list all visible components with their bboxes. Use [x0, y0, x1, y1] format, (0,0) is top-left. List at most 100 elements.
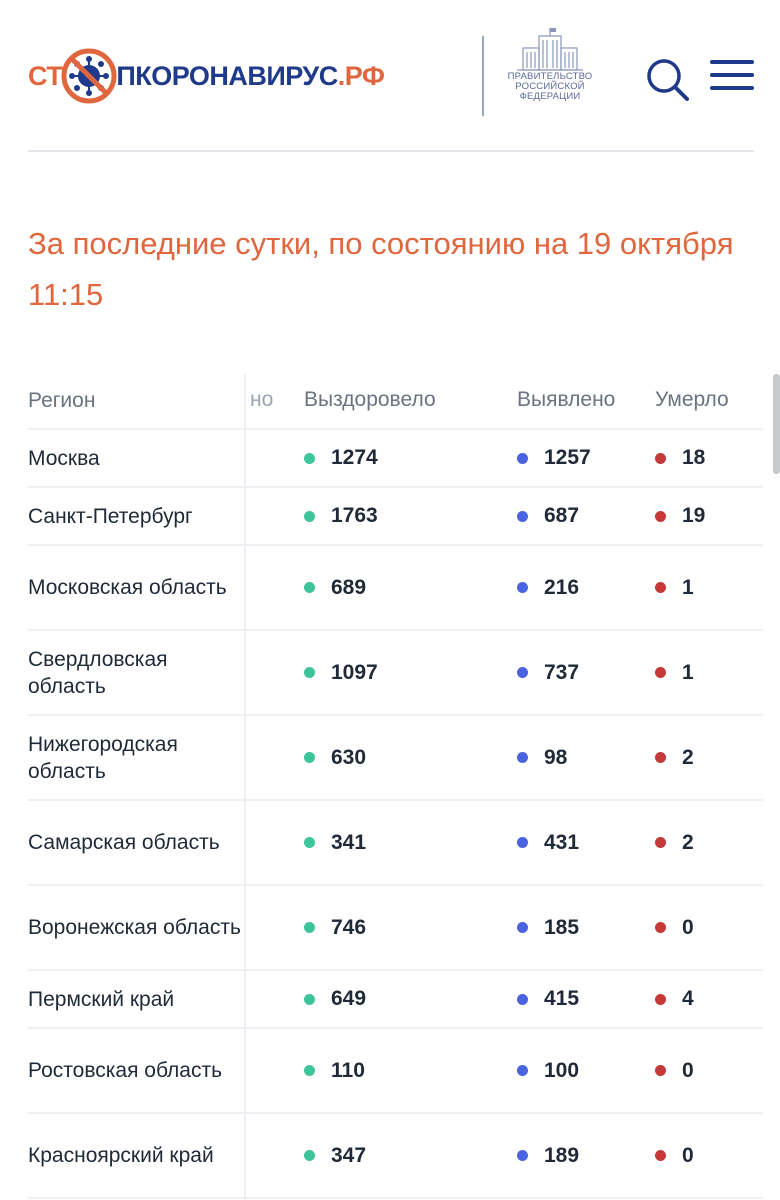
- header-hidden-column[interactable]: но: [250, 388, 274, 411]
- cell-died: 2: [655, 746, 755, 770]
- cell-recovered: 1274: [304, 446, 517, 470]
- table-header: Регион но Выздоровело Выявлено Умерло: [28, 372, 763, 430]
- gov-label-line3: ФЕДЕРАЦИИ: [519, 91, 581, 102]
- government-building-icon: [517, 28, 583, 71]
- detected-value: 216: [544, 575, 580, 599]
- table-row[interactable]: Красноярский край 347 189 0: [28, 1114, 763, 1199]
- cell-died: 19: [655, 504, 755, 528]
- cell-detected: 737: [517, 661, 655, 685]
- died-value: 0: [682, 1058, 694, 1082]
- table-row[interactable]: Нижегородская область 630 98 2: [28, 716, 763, 801]
- died-dot-icon: [655, 993, 666, 1005]
- detected-value: 189: [544, 1143, 580, 1167]
- search-button[interactable]: [644, 56, 690, 102]
- horizontal-scrollbar[interactable]: [773, 374, 780, 474]
- cell-detected: 185: [517, 916, 655, 940]
- died-dot-icon: [655, 510, 666, 522]
- cell-recovered: 341: [304, 831, 517, 855]
- gov-label-line2: РОССИЙСКОЙ: [515, 81, 585, 92]
- detected-value: 100: [544, 1058, 580, 1082]
- header-detected[interactable]: Выявлено: [517, 388, 616, 411]
- cell-died: 0: [655, 1144, 755, 1168]
- gov-label-line1: ПРАВИТЕЛЬСТВО: [507, 71, 593, 82]
- cell-detected: 687: [517, 504, 655, 528]
- cell-region: Ростовская область: [28, 1059, 223, 1082]
- recovered-dot-icon: [304, 993, 315, 1005]
- logo-text-part1: СТ: [28, 60, 63, 91]
- died-dot-icon: [655, 452, 666, 464]
- table-row[interactable]: Ростовская область 110 100 0: [28, 1029, 763, 1114]
- header-divider: [482, 36, 484, 116]
- table-row[interactable]: Санкт-Петербург 1763 687 19: [28, 488, 763, 546]
- cell-detected: 1257: [517, 446, 655, 470]
- died-value: 0: [682, 915, 694, 939]
- header-died[interactable]: Умерло: [655, 388, 729, 411]
- recovered-dot-icon: [304, 922, 315, 933]
- government-logo[interactable]: ПРАВИТЕЛЬСТВО РОССИЙСКОЙ ФЕДЕРАЦИИ: [500, 26, 600, 116]
- recovered-value: 110: [331, 1058, 365, 1082]
- detected-value: 185: [544, 915, 580, 939]
- table-row[interactable]: Москва 1274 1257 18: [28, 430, 763, 488]
- recovered-value: 341: [331, 830, 367, 854]
- cell-recovered: 1763: [304, 504, 517, 528]
- cell-detected: 216: [517, 576, 655, 600]
- header-separator: [28, 150, 754, 152]
- cell-died: 4: [655, 987, 755, 1011]
- cell-detected: 98: [517, 746, 655, 770]
- cell-detected: 189: [517, 1144, 655, 1168]
- detected-dot-icon: [517, 752, 528, 763]
- detected-dot-icon: [517, 452, 528, 464]
- detected-value: 687: [544, 504, 580, 527]
- recovered-dot-icon: [304, 510, 315, 522]
- recovered-dot-icon: [304, 752, 315, 763]
- recovered-value: 1763: [331, 504, 378, 527]
- detected-value: 98: [544, 745, 568, 769]
- recovered-dot-icon: [304, 667, 315, 678]
- hamburger-menu-icon[interactable]: [710, 60, 754, 94]
- died-value: 0: [682, 1143, 694, 1167]
- cell-region: Воронежская область: [28, 916, 241, 939]
- recovered-dot-icon: [304, 837, 315, 848]
- regions-table: Регион но Выздоровело Выявлено Умерло Мо…: [28, 372, 763, 1199]
- table-row[interactable]: Воронежская область 746 185 0: [28, 886, 763, 971]
- recovered-dot-icon: [304, 452, 315, 464]
- detected-dot-icon: [517, 582, 528, 593]
- cell-died: 18: [655, 446, 755, 470]
- table-row[interactable]: Московская область 689 216 1: [28, 546, 763, 631]
- page-title: За последние сутки, по состоянию на 19 о…: [28, 226, 734, 312]
- died-dot-icon: [655, 1065, 666, 1076]
- detected-value: 1257: [544, 446, 591, 469]
- died-value: 18: [682, 446, 706, 469]
- cell-region: Москва: [28, 446, 100, 470]
- cell-died: 0: [655, 1059, 755, 1083]
- cell-region: Нижегородская область: [28, 732, 178, 783]
- cell-recovered: 689: [304, 576, 517, 600]
- detected-value: 415: [544, 987, 580, 1010]
- died-dot-icon: [655, 922, 666, 933]
- recovered-value: 1274: [331, 446, 378, 469]
- table-row[interactable]: Пермский край 649 415 4: [28, 971, 763, 1029]
- header-region[interactable]: Регион: [28, 388, 96, 412]
- menu-line: [710, 86, 754, 90]
- recovered-value: 689: [331, 575, 367, 599]
- table-body: Москва 1274 1257 18 Санкт-Петербург 1763 687 19…: [28, 430, 763, 1199]
- detected-dot-icon: [517, 667, 528, 678]
- table-row[interactable]: Самарская область 341 431 2: [28, 801, 763, 886]
- menu-line: [710, 60, 754, 64]
- cell-region: Свердловская область: [28, 647, 168, 698]
- virus-icon: [60, 47, 118, 105]
- header-recovered[interactable]: Выздоровело: [304, 388, 436, 411]
- site-logo[interactable]: СТ ПКОРОНАВИРУС .РФ: [28, 47, 385, 105]
- logo-text-part2: ПКОРОНАВИРУС: [116, 60, 338, 91]
- detected-dot-icon: [517, 837, 528, 848]
- cell-recovered: 347: [304, 1144, 517, 1168]
- recovered-value: 1097: [331, 660, 378, 684]
- cell-died: 1: [655, 576, 755, 600]
- cell-region: Московская область: [28, 576, 227, 599]
- table-row[interactable]: Свердловская область 1097 737 1: [28, 631, 763, 716]
- cell-died: 1: [655, 661, 755, 685]
- died-value: 2: [682, 745, 694, 769]
- site-header: СТ ПКОРОНАВИРУС .РФ: [0, 0, 780, 152]
- detected-value: 431: [544, 830, 580, 854]
- died-dot-icon: [655, 752, 666, 763]
